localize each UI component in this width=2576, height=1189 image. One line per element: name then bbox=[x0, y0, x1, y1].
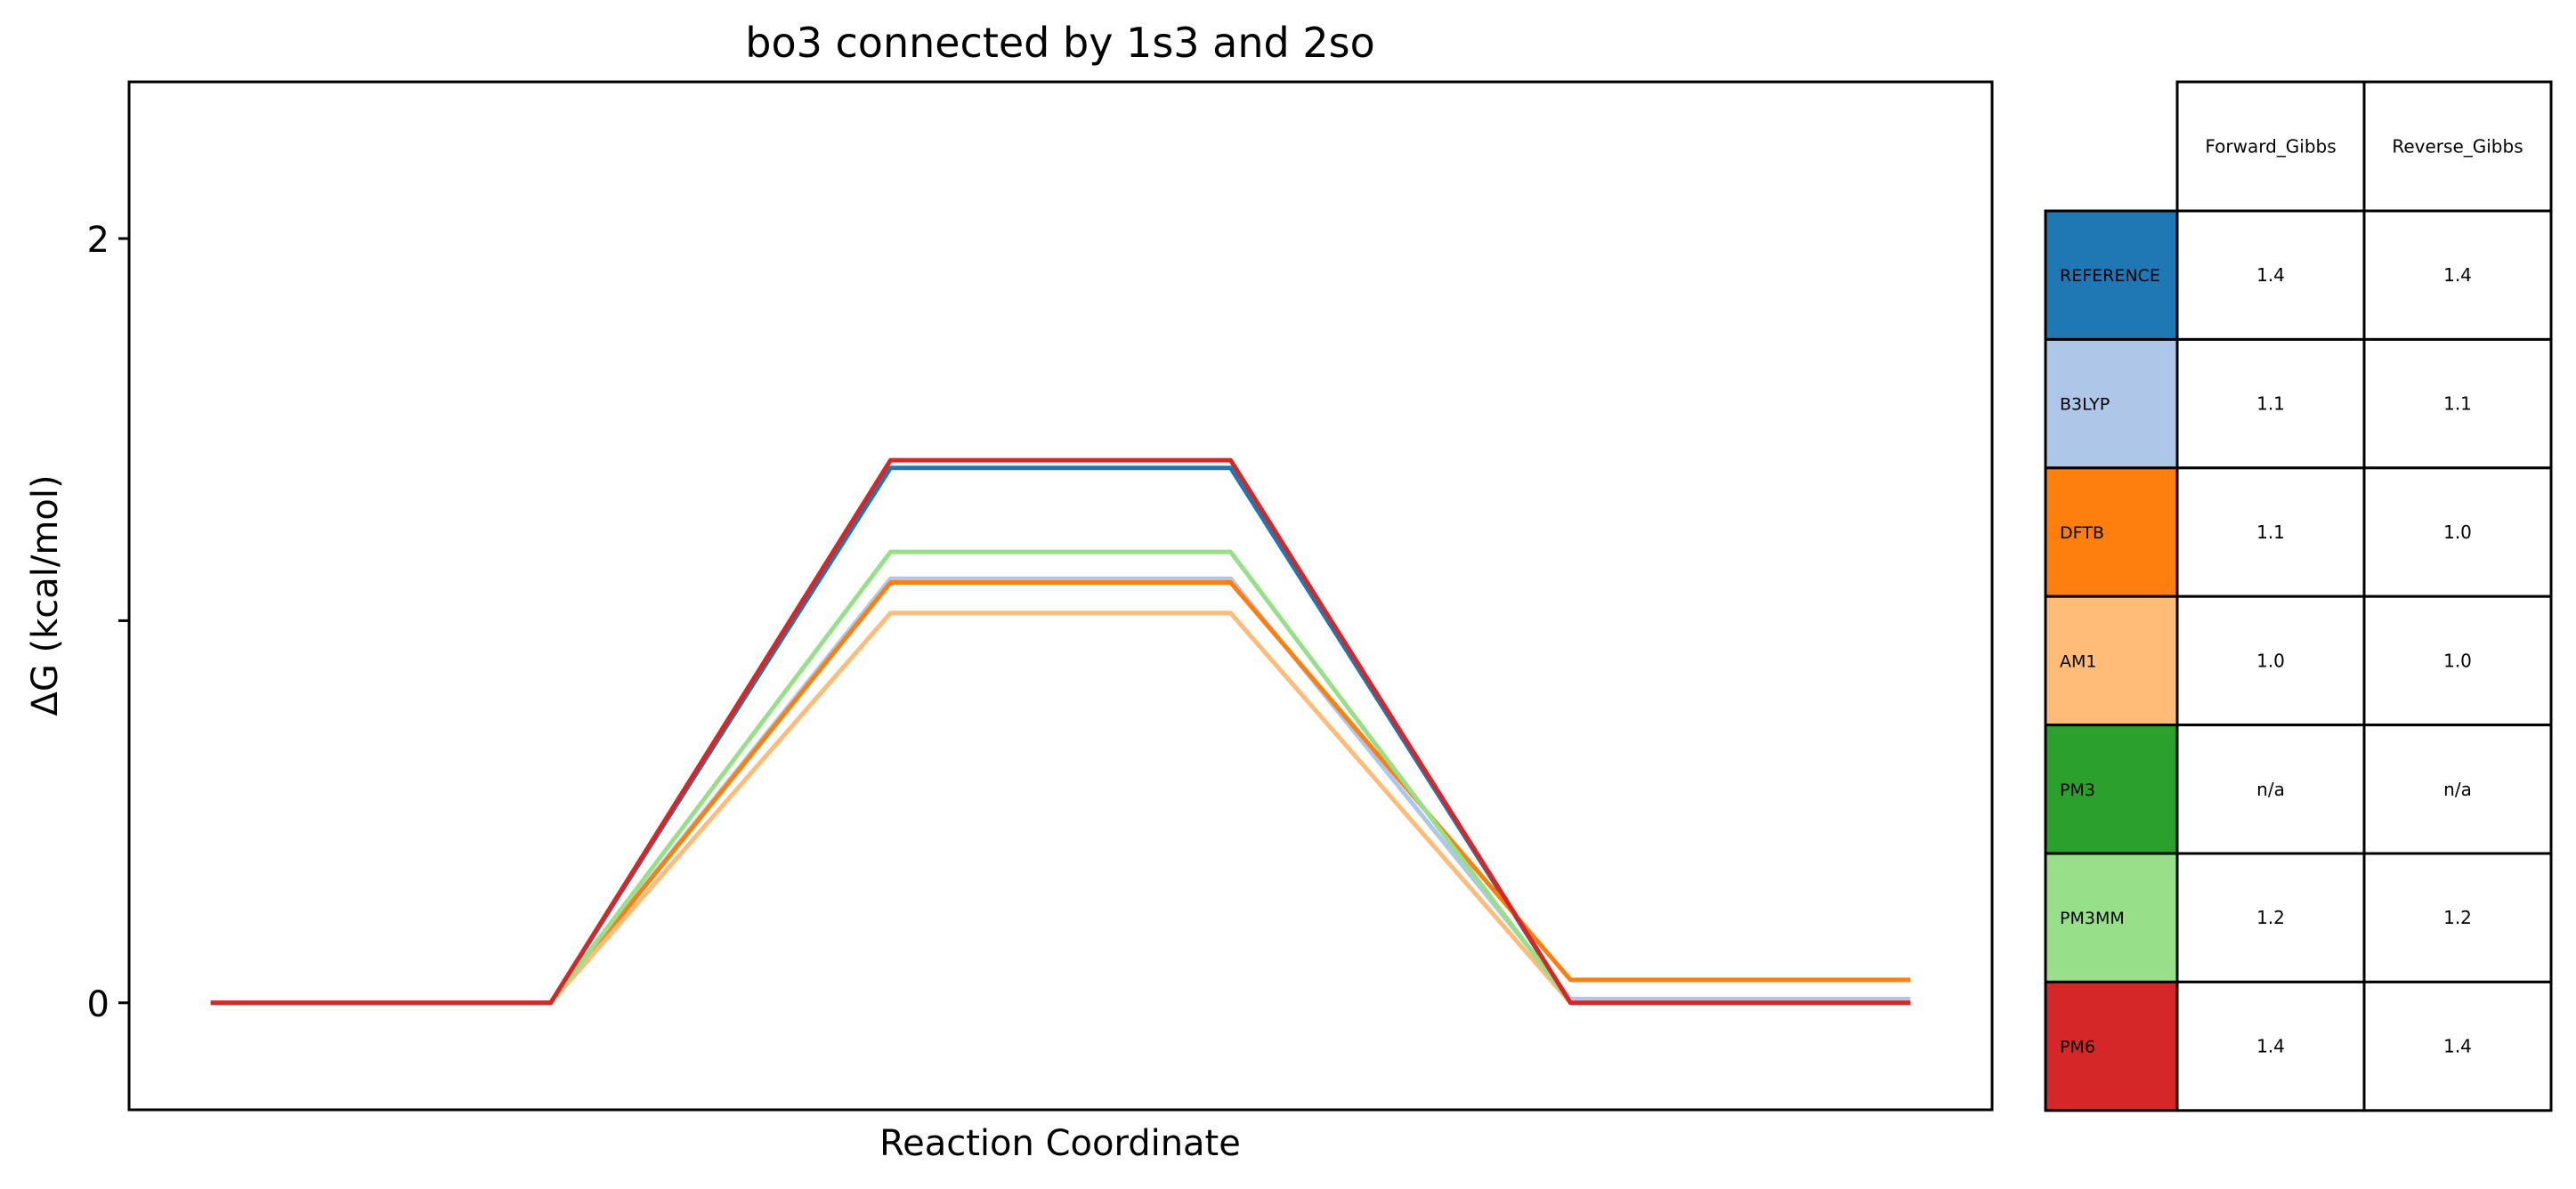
series-line-pm6 bbox=[210, 457, 1911, 1006]
plot-frame bbox=[127, 80, 1994, 1112]
table-cell bbox=[2362, 724, 2553, 855]
table-row-label: REFERENCE bbox=[2060, 266, 2160, 286]
table-cell bbox=[2362, 594, 2553, 727]
y-tick-label: 2 bbox=[87, 220, 109, 261]
table-row-label-cell bbox=[2044, 852, 2179, 983]
table-cell-value: 1.2 bbox=[2443, 907, 2472, 928]
table-row-label-cell bbox=[2044, 594, 2179, 727]
y-axis: 02 bbox=[87, 220, 129, 1025]
table-cell bbox=[2362, 466, 2553, 598]
chart-title: bo3 connected by 1s3 and 2so bbox=[745, 19, 1374, 67]
series-layer bbox=[210, 457, 1911, 1006]
table-column-header: Forward_Gibbs bbox=[2205, 136, 2336, 158]
table-row-label: PM3MM bbox=[2060, 909, 2125, 928]
table-cell-value: 1.0 bbox=[2256, 650, 2285, 671]
x-axis-label: Reaction Coordinate bbox=[879, 1123, 1241, 1164]
table-cell bbox=[2175, 852, 2366, 983]
table-cell-value: 1.2 bbox=[2256, 907, 2285, 928]
table-cell-value: 1.0 bbox=[2443, 650, 2472, 671]
table-cell-value: 1.1 bbox=[2256, 522, 2285, 543]
table-cell-value: n/a bbox=[2256, 779, 2285, 800]
table-row-label: PM6 bbox=[2060, 1038, 2095, 1057]
table-cell-value: 1.1 bbox=[2443, 393, 2472, 415]
table-cell-value: 1.1 bbox=[2256, 393, 2285, 415]
table-row-label-cell bbox=[2044, 209, 2179, 341]
table-cell bbox=[2175, 980, 2366, 1112]
table-cell bbox=[2175, 337, 2366, 470]
table-row-label: DFTB bbox=[2060, 523, 2104, 543]
table-cell bbox=[2175, 724, 2366, 855]
data-table: Forward_Gibbs Reverse_Gibbs REFERENCE 1.4 1.… bbox=[2044, 80, 2553, 1112]
y-axis-label: ΔG (kcal/mol) bbox=[25, 474, 66, 716]
table-row-label: AM1 bbox=[2060, 651, 2096, 671]
table-cell bbox=[2362, 337, 2553, 470]
table-header-cell bbox=[2362, 80, 2553, 213]
table-cell-value: 1.4 bbox=[2443, 264, 2472, 286]
table-cell-value: 1.4 bbox=[2256, 1036, 2285, 1057]
table-cell-value: 1.0 bbox=[2443, 522, 2472, 543]
table-column-header: Reverse_Gibbs bbox=[2392, 136, 2523, 158]
table-cell bbox=[2175, 466, 2366, 598]
table-cell-value: 1.4 bbox=[2443, 1036, 2472, 1057]
table-row-label: B3LYP bbox=[2060, 395, 2110, 415]
table-cell-value: 1.4 bbox=[2256, 264, 2285, 286]
table-cell-value: n/a bbox=[2443, 779, 2472, 800]
table-cell bbox=[2362, 980, 2553, 1112]
table-row-label: PM3 bbox=[2060, 781, 2095, 800]
table-cell bbox=[2362, 852, 2553, 983]
table-cell bbox=[2175, 594, 2366, 727]
y-tick-label: 0 bbox=[87, 984, 109, 1025]
